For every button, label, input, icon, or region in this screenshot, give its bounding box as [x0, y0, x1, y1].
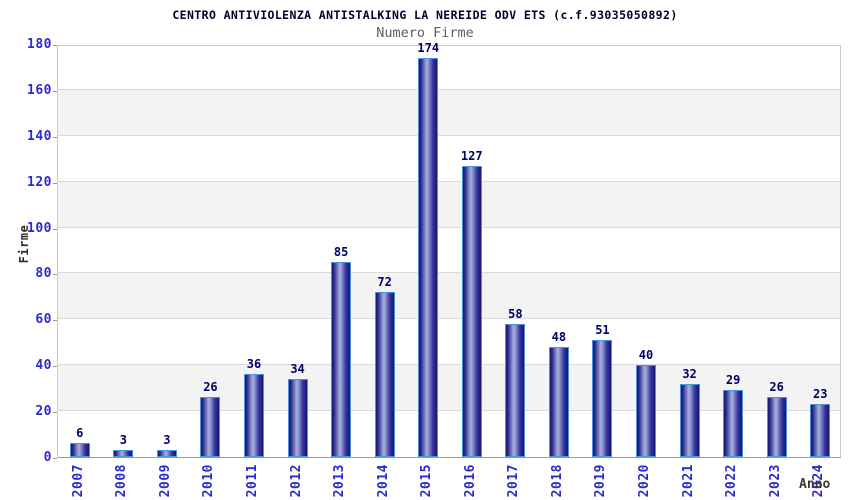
y-tick-label: 40	[35, 358, 52, 374]
y-tick-mark	[53, 136, 57, 138]
grid-band	[58, 181, 840, 228]
x-tick-label: 2012	[288, 464, 304, 498]
gridline	[58, 364, 840, 366]
bar-2011	[244, 374, 264, 457]
bar-2009	[156, 450, 177, 457]
bar-value-label: 58	[508, 306, 523, 321]
bar-value-label: 72	[377, 274, 392, 289]
bar-value-label: 29	[725, 373, 741, 388]
y-tick-mark	[53, 458, 57, 459]
bar-value-label: 174	[417, 40, 440, 55]
bar-value-label: 3	[163, 433, 171, 448]
bar-2012	[287, 379, 308, 457]
gridline	[58, 318, 840, 320]
grid-band	[58, 365, 840, 412]
x-tick-label: 2020	[637, 464, 652, 498]
bar-value-label: 85	[333, 244, 349, 259]
bar-2024	[810, 404, 831, 457]
gridline	[58, 134, 840, 136]
y-tick-mark	[53, 45, 57, 46]
chart-title: CENTRO ANTIVIOLENZA ANTISTALKING LA NERE…	[172, 8, 678, 22]
y-tick-mark	[53, 228, 57, 230]
chart-subtitle: Numero Firme	[376, 25, 474, 41]
bar-2021	[679, 383, 700, 457]
x-tick-label: 2013	[332, 464, 348, 498]
y-tick-mark	[53, 274, 57, 276]
bar-2017	[505, 323, 526, 457]
y-tick-mark	[53, 90, 57, 92]
bar-value-label: 34	[290, 362, 305, 376]
x-tick-label: 2018	[549, 464, 565, 498]
y-tick-mark	[53, 412, 57, 414]
y-tick-mark	[53, 366, 57, 368]
x-tick-label: 2022	[724, 464, 740, 498]
x-tick-label: 2016	[462, 464, 478, 498]
bar-value-label: 40	[638, 348, 654, 363]
bar-value-label: 3	[119, 433, 127, 448]
gridline	[58, 226, 840, 228]
y-tick-label: 140	[27, 128, 52, 144]
y-tick-mark	[53, 182, 57, 184]
bar-2013	[331, 261, 352, 457]
bar-2019	[592, 339, 613, 457]
bar-2008	[113, 450, 134, 457]
x-tick-label: 2017	[506, 464, 522, 498]
bar-2018	[548, 346, 569, 457]
y-tick-mark	[53, 320, 57, 322]
bar-2023	[766, 397, 787, 457]
y-tick-label: 20	[35, 404, 52, 420]
x-tick-label: 2019	[593, 464, 609, 498]
x-tick-label: 2007	[70, 464, 86, 498]
gridline	[58, 180, 840, 182]
bar-2016	[461, 165, 482, 457]
gridline	[58, 88, 840, 90]
bar-value-label: 51	[595, 322, 610, 337]
x-tick-label: 2008	[114, 464, 130, 498]
y-tick-label: 100	[27, 220, 52, 236]
y-tick-label: 60	[35, 312, 52, 328]
gridline	[58, 410, 840, 412]
grid-band	[58, 89, 840, 136]
bar-2022	[723, 390, 744, 457]
y-tick-label: 180	[27, 37, 52, 52]
x-tick-label: 2010	[201, 464, 217, 498]
x-tick-label: 2021	[680, 464, 696, 498]
x-tick-label: 2009	[157, 464, 173, 498]
grid-band	[58, 273, 840, 320]
gridline	[58, 272, 840, 274]
bar-value-label: 26	[203, 380, 218, 395]
bar-2010	[200, 397, 221, 457]
bar-value-label: 6	[76, 426, 84, 441]
bar-value-label: 36	[246, 357, 262, 372]
y-tick-label: 120	[27, 174, 52, 190]
x-tick-label: 2023	[767, 464, 783, 498]
bar-value-label: 127	[460, 148, 483, 163]
bar-2007	[69, 443, 90, 457]
x-tick-label: 2014	[375, 464, 391, 498]
bar-2014	[374, 291, 395, 457]
y-tick-label: 0	[43, 450, 52, 465]
bar-value-label: 32	[682, 366, 697, 381]
bar-2015	[418, 57, 439, 457]
bar-value-label: 48	[551, 329, 567, 344]
x-tick-label: 2011	[245, 464, 260, 498]
y-tick-label: 80	[35, 266, 52, 282]
y-tick-label: 160	[27, 82, 52, 98]
x-axis-label: Anno	[799, 477, 831, 492]
bar-value-label: 26	[769, 380, 784, 395]
bar-value-label: 23	[812, 387, 828, 402]
x-tick-label: 2015	[419, 464, 435, 498]
bar-2020	[636, 365, 656, 457]
plot-area: 6 3 3 26 36 34 85 72 174 127 58 48 51 40 32 29 26 23	[57, 41, 841, 458]
